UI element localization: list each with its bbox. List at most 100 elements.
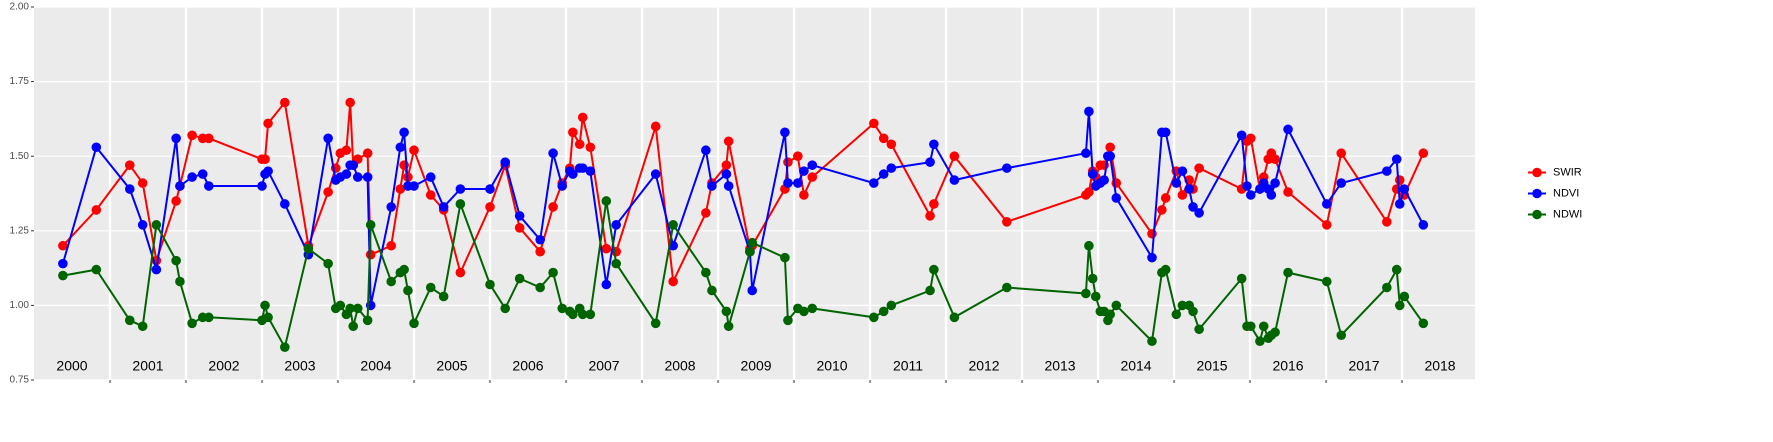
data-point [1084,106,1094,117]
year-label: 2013 [1044,358,1075,374]
data-point [386,202,397,212]
data-point [949,151,960,161]
data-point [197,169,208,179]
marks [58,97,1429,352]
data-point [577,112,588,123]
data-point [783,315,793,326]
data-point [124,160,135,170]
data-point [425,172,436,182]
year-label: 2009 [740,358,771,374]
data-point [650,318,661,329]
data-point [1084,240,1094,251]
data-point [171,133,181,144]
data-point [1002,282,1012,293]
data-point [1111,300,1122,311]
data-point [1382,282,1392,293]
data-point [1336,148,1347,159]
data-point [91,264,102,275]
data-point [1236,130,1247,141]
data-point [175,181,185,191]
data-point [58,270,68,281]
data-point [886,300,897,311]
data-point [548,202,558,212]
data-point [263,118,273,129]
data-point [1188,202,1198,212]
data-point [1147,336,1157,347]
data-point [793,178,803,188]
data-point [395,184,406,194]
data-point [386,240,397,251]
data-point [650,169,661,179]
year-label: 2011 [893,358,923,374]
data-point [260,300,270,311]
data-point [925,157,935,167]
data-point [91,142,102,153]
data-point [348,321,359,332]
data-point [1081,148,1091,159]
data-point [345,303,355,314]
data-point [187,318,197,329]
y-tick-label: 0.75 [10,375,30,386]
data-point [1245,190,1256,200]
data-point [514,273,525,284]
data-point [1283,187,1293,197]
data-point [425,282,436,293]
legend-point [1532,167,1542,178]
data-point [171,255,181,266]
data-point [1188,306,1198,317]
year-label: 2000 [56,358,87,374]
data-point [175,276,185,287]
data-point [365,220,376,230]
data-point [1087,169,1098,179]
data-point [1160,127,1171,138]
data-point [124,315,135,326]
data-point [352,172,363,182]
data-point [58,258,68,269]
data-point [557,181,568,191]
data-point [124,184,135,194]
data-point [1336,330,1347,341]
data-point [1105,142,1115,153]
data-point [1245,321,1256,332]
year-label: 2007 [588,358,619,374]
data-point [557,303,568,314]
data-point [137,321,148,332]
data-point [949,312,960,323]
y-tick-label: 1.00 [10,300,30,311]
data-point [1418,220,1429,230]
data-point [280,342,290,352]
data-point [929,199,939,209]
data-point [878,306,889,317]
plot-panel [34,7,1475,380]
data-point [204,133,214,144]
data-point [151,264,162,275]
data-point [807,303,818,314]
data-point [568,169,578,179]
data-point [1394,199,1405,209]
data-point [58,240,68,251]
data-point [1242,181,1252,191]
data-point [585,142,596,153]
legend-label: NDVI [1553,187,1579,199]
data-point [1171,309,1182,320]
data-point [1382,166,1392,176]
data-point [548,148,558,159]
data-point [260,154,270,164]
data-point [747,237,758,248]
data-point [886,139,897,150]
y-tick-label: 1.25 [10,225,30,236]
data-point [1171,178,1182,188]
data-point [341,145,352,156]
data-point [925,285,935,296]
data-point [807,172,818,182]
data-point [1081,288,1091,299]
year-label: 2014 [1120,358,1151,374]
data-point [1147,228,1157,239]
data-point [721,306,732,317]
data-point [1391,154,1402,164]
data-point [929,139,939,150]
year-label: 2005 [436,358,467,374]
data-point [1321,276,1332,287]
legend-label: NDWI [1553,208,1582,220]
